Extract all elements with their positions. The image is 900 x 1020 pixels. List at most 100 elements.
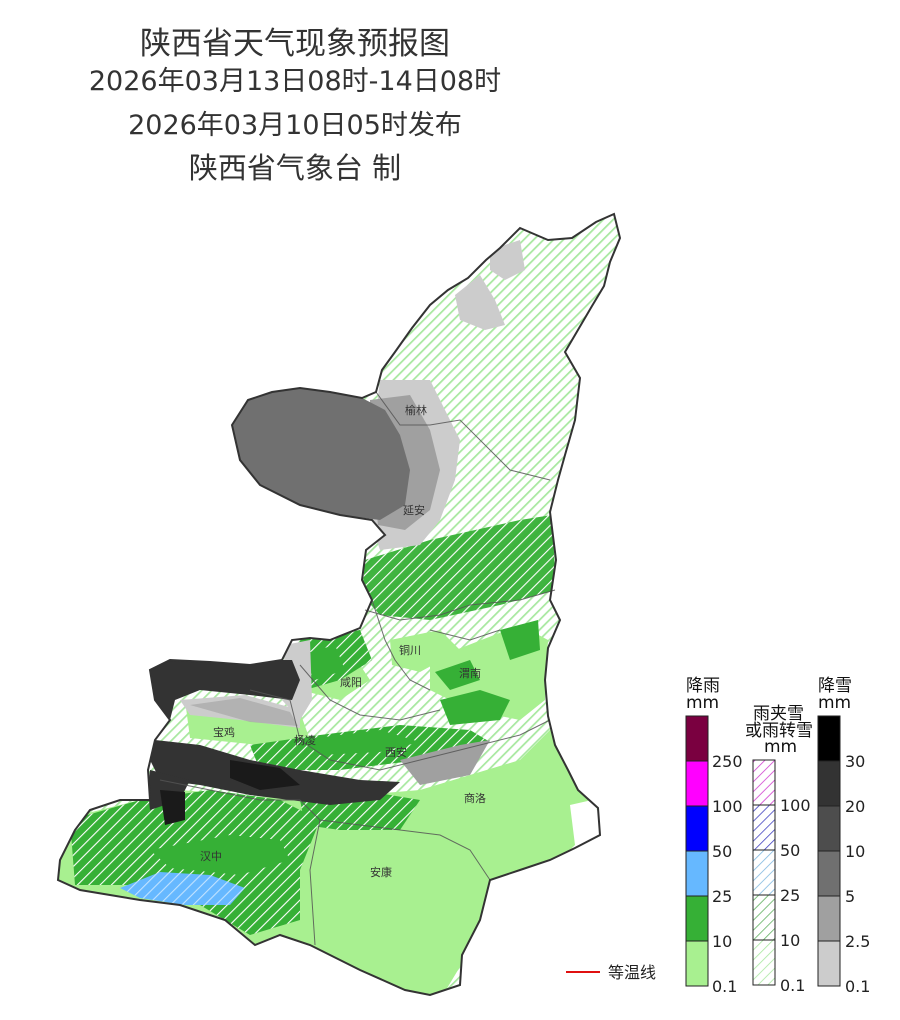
snow-legend-ticks: 30 20 10 5 2.5 0.1 [845, 752, 870, 996]
rain-legend-swatch-3 [685, 850, 709, 897]
rain-legend-bars [685, 715, 709, 987]
snow-medium-baoji [190, 698, 298, 726]
snow-heavy-west [150, 660, 300, 720]
sleet-legend-tick-4: 0.1 [780, 976, 805, 995]
snow-legend-tick-2: 10 [845, 842, 865, 861]
snow-legend-bars [817, 715, 841, 987]
snow-legend-tick-4: 2.5 [845, 932, 870, 951]
snow-legend-tick-3: 5 [845, 887, 855, 906]
border-baoji-hanzhong [159, 779, 300, 801]
city-label-yanan: 延安 [403, 503, 425, 517]
sleet-legend-title: 雨夹雪 [753, 704, 804, 724]
sleet-band-north-hatch [362, 515, 556, 620]
snow-severe-qinling [230, 760, 300, 790]
snow-legend-tick-1: 20 [845, 797, 865, 816]
rain-medium-east [500, 620, 540, 660]
precip-fills [58, 214, 620, 995]
sleet-legend-tick-3: 10 [780, 931, 800, 950]
sleet-legend-swatch-0 [752, 759, 776, 806]
snow-legend-unit: mm [818, 693, 851, 713]
snow-legend-swatch-5 [817, 940, 841, 987]
isotherm-label: 等温线 [608, 963, 656, 982]
map-title: 陕西省天气现象预报图 [140, 26, 450, 62]
snow-legend-swatch-4 [817, 895, 841, 942]
sleet-legend-swatch-3 [752, 894, 776, 941]
forecast-period: 2026年03月13日08时-14日08时 [88, 66, 502, 97]
border-xianyang-xian [299, 664, 441, 721]
border-xianyang-tongchuan [371, 599, 431, 691]
rain-legend-swatch-2 [685, 805, 709, 852]
rain-heavy-southwest-hatch [120, 872, 245, 905]
city-label-tongchuan: 铜川 [399, 643, 421, 657]
border-yanan-south [364, 589, 556, 621]
sleet-legend-ticks: 100 50 25 10 0.1 [780, 796, 811, 995]
rain-legend-tick-2: 50 [712, 842, 732, 861]
sleet-legend-swatch-1 [752, 804, 776, 851]
sleet-legend-swatch-4 [752, 939, 776, 986]
rain-legend-unit: mm [686, 693, 719, 713]
title-block: 陕西省天气现象预报图 2026年03月13日08时-14日08时 2026年03… [0, 24, 590, 188]
rain-legend-swatch-4 [685, 895, 709, 942]
rain-medium-weinan-south [440, 690, 510, 725]
city-label-hanzhong: 汉中 [200, 850, 222, 863]
border-ankang-shangluo [319, 819, 491, 881]
rain-legend-tick-5: 0.1 [712, 977, 737, 996]
sleet-legend-tick-0: 100 [780, 796, 811, 815]
non-province-patch [570, 800, 602, 845]
city-label-xian: 西安 [385, 745, 407, 759]
snow-legend-swatch-1 [817, 760, 841, 807]
city-label-shangluo: 商洛 [464, 791, 486, 805]
rain-legend-tick-0: 250 [712, 752, 743, 771]
sleet-legend-tick-2: 25 [780, 886, 800, 905]
snow-medium-shangluo [400, 740, 490, 785]
snow-legend-tick-0: 30 [845, 752, 865, 771]
border-hanzhong-ankang [299, 799, 321, 946]
snow-legend-title: 降雪 [818, 676, 852, 696]
rain-medium-weinan [435, 660, 480, 690]
sleet-legend-unit: mm [764, 737, 797, 757]
border-xian-shangluo [329, 719, 551, 771]
rain-legend-swatch-5 [685, 940, 709, 987]
issuer: 陕西省气象台 制 [188, 151, 402, 185]
border-weinan-north [429, 629, 501, 641]
rain-legend-tick-1: 100 [712, 797, 743, 816]
city-label-weinan: 渭南 [459, 667, 481, 680]
sleet-legend-bars [752, 759, 776, 986]
rain-medium-xian [300, 730, 420, 755]
city-borders [159, 391, 556, 946]
city-label-xianyang: 咸阳 [340, 676, 362, 689]
city-label-yulin: 榆林 [405, 403, 427, 417]
publish-time: 2026年03月10日05时发布 [128, 110, 462, 141]
sleet-legend-swatch-2 [752, 849, 776, 896]
border-baoji-xianyang [249, 689, 331, 761]
sleet-legend: 雨夹雪 或雨转雪 mm 100 50 25 10 0.1 [745, 704, 813, 995]
snow-legend: 降雪 mm 30 20 10 5 2.5 0.1 [817, 676, 870, 996]
city-label-ankang: 安康 [370, 865, 392, 879]
rain-legend-tick-3: 25 [712, 887, 732, 906]
city-label-baoji: 宝鸡 [213, 725, 235, 739]
isotherm-legend: 等温线 [566, 963, 656, 982]
snow-legend-swatch-2 [817, 805, 841, 852]
rain-legend: 降雨 mm 250 100 50 25 10 0.1 [685, 676, 743, 996]
sleet-legend-tick-1: 50 [780, 841, 800, 860]
rain-legend-tick-4: 10 [712, 932, 732, 951]
city-labels: 榆林 延安 铜川 渭南 咸阳 宝鸡 杨凌 西安 商洛 汉中 安康 [200, 403, 486, 879]
rain-medium-hanzhong [150, 835, 290, 875]
snow-heavy-northwest [232, 388, 410, 520]
rain-legend-title: 降雨 [686, 676, 720, 696]
snow-light-north [455, 275, 505, 330]
snow-legend-tick-5: 0.1 [845, 977, 870, 996]
rain-medium-xianyang [300, 645, 345, 680]
rain-legend-swatch-1 [685, 760, 709, 807]
rain-light-tongchuan [390, 630, 460, 672]
rain-legend-swatch-0 [685, 715, 709, 762]
snow-legend-swatch-0 [817, 715, 841, 762]
border-yulin-yanan [375, 391, 551, 481]
sleet-legend-title-2: 或雨转雪 [745, 721, 813, 741]
rain-light-south [58, 720, 600, 995]
rain-legend-ticks: 250 100 50 25 10 0.1 [712, 752, 743, 996]
snow-severe-southwest [160, 790, 185, 825]
snow-legend-swatch-3 [817, 850, 841, 897]
city-label-yangling: 杨凌 [294, 733, 316, 747]
